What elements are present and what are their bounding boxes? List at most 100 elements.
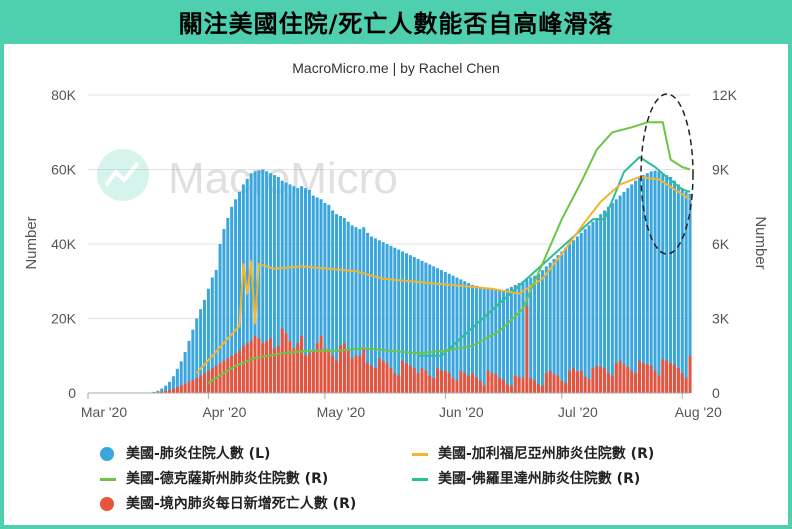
deaths-bar (548, 370, 552, 393)
hospitalized-bar (416, 258, 420, 393)
hospitalized-bar (303, 188, 308, 394)
deaths-bar (179, 385, 183, 393)
hospitalized-bar (676, 184, 680, 393)
hospitalized-bar (571, 240, 575, 393)
deaths-bar (362, 348, 366, 393)
hospitalized-bar (261, 169, 265, 393)
deaths-bar (265, 340, 269, 393)
deaths-bar (482, 385, 486, 393)
hospitalized-bar (606, 206, 610, 393)
deaths-bar (661, 359, 665, 393)
hospitalized-bar (412, 257, 416, 393)
legend-dot-icon (100, 447, 114, 461)
deaths-bar (669, 363, 673, 393)
deaths-bar (261, 343, 265, 393)
deaths-bar (206, 370, 210, 393)
deaths-bar (241, 345, 245, 393)
deaths-bar (300, 335, 304, 393)
hospitalized-bar (230, 206, 234, 393)
hospitalized-bar (311, 195, 315, 393)
hospitalized-bar (680, 188, 684, 394)
deaths-bar (529, 378, 533, 393)
hospitalized-bar (179, 361, 183, 393)
hospitalized-bar (614, 199, 618, 393)
hospitalized-bar (241, 184, 245, 393)
deaths-bar (610, 375, 614, 393)
hospitalized-bar (307, 189, 311, 393)
deaths-bar (606, 373, 610, 393)
hospitalized-bar (439, 270, 443, 393)
hospitalized-bar (338, 216, 342, 393)
hospitalized-bar (478, 286, 482, 393)
deaths-bar (688, 355, 692, 393)
hospitalized-bar (393, 247, 397, 393)
title-bar: 關注美國住院/死亡人數能否自高峰滑落 (0, 0, 792, 44)
x-tick-label: Mar '20 (81, 404, 127, 420)
deaths-bar (175, 387, 179, 393)
hospitalized-bar (653, 170, 657, 393)
hospitalized-bar (599, 214, 603, 393)
hospitalized-bar (552, 258, 556, 393)
hospitalized-bar (346, 221, 350, 393)
hospitalized-bar (579, 232, 583, 393)
hospitalized-bar (455, 277, 459, 393)
legend: 美國-肺炎住院人數 (L) 美國-加利福尼亞州肺炎住院數 (R) 美國-德克薩斯… (100, 442, 740, 522)
deaths-bar (603, 368, 607, 393)
hospitalized-bar (249, 173, 253, 393)
hospitalized-bar (401, 251, 405, 393)
deaths-bar (552, 374, 556, 394)
hospitalized-bar (436, 268, 440, 393)
hospitalized-bar (490, 289, 494, 393)
deaths-bar (556, 375, 560, 393)
deaths-bar (370, 365, 374, 393)
hospitalized-bar (537, 273, 541, 393)
y-tick-label-left: 20K (51, 311, 77, 327)
deaths-bar (486, 370, 490, 393)
hospitalized-bar (226, 217, 230, 393)
hospitalized-bar (342, 217, 346, 393)
legend-line-icon (412, 478, 428, 481)
hospitalized-bar (164, 385, 168, 393)
deaths-bar (436, 368, 440, 393)
deaths-bar (226, 358, 230, 393)
legend-label: 美國-肺炎住院人數 (L) (126, 446, 271, 462)
deaths-bar (234, 353, 238, 393)
hospitalized-bar (447, 273, 451, 393)
deaths-bar (358, 355, 362, 393)
deaths-bar (533, 380, 537, 393)
hospitalized-bar (191, 329, 195, 393)
deaths-bar (657, 375, 661, 393)
hospitalized-bar (661, 173, 665, 393)
hospitalized-bar (404, 253, 408, 393)
hospitalized-bar (486, 288, 490, 393)
hospitalized-bar (385, 244, 389, 393)
hospitalized-bar (354, 227, 358, 393)
hospitalized-bar (494, 290, 498, 393)
hospitalized-bar (587, 225, 591, 394)
hospitalized-bar (366, 232, 370, 393)
hospitalized-bar (657, 171, 661, 393)
hospitalized-bar (276, 176, 280, 393)
hospitalized-bar (269, 173, 273, 393)
deaths-bar (459, 370, 463, 393)
deaths-bar (443, 370, 447, 393)
deaths-bar (455, 380, 459, 393)
deaths-bar (253, 335, 257, 393)
deaths-bar (537, 384, 541, 393)
x-tick-label: Apr '20 (202, 404, 246, 420)
deaths-bar (618, 360, 622, 393)
y-tick-label-left: 0 (68, 385, 76, 401)
deaths-bar (354, 355, 358, 393)
hospitalized-bar (315, 197, 319, 393)
deaths-bar (599, 366, 603, 393)
hospitalized-bar (540, 270, 544, 393)
deaths-bar (587, 379, 591, 393)
deaths-bar (331, 355, 335, 393)
deaths-bar (502, 379, 506, 393)
hospitalized-bar (397, 249, 401, 393)
deaths-bar (269, 338, 273, 393)
hospitalized-bar (156, 390, 160, 393)
hospitalized-bar (408, 255, 412, 393)
deaths-bar (276, 345, 280, 393)
